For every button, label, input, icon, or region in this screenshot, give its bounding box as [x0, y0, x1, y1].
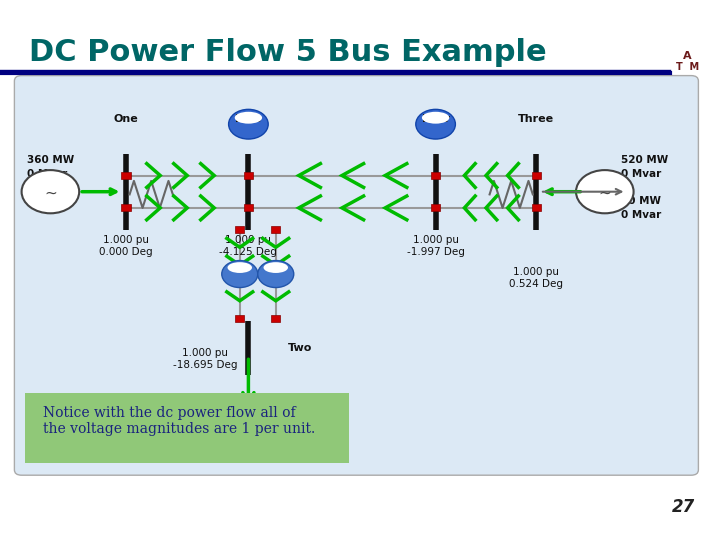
Text: 800 MW: 800 MW [259, 399, 307, 409]
Text: 360 MW: 360 MW [27, 154, 75, 165]
Bar [531, 204, 541, 211]
Text: ~: ~ [598, 185, 611, 200]
Text: 0 Mvar: 0 Mvar [27, 169, 68, 179]
Text: One: One [114, 114, 138, 124]
Bar [271, 315, 281, 322]
Text: 1.000 pu
-18.695 Deg: 1.000 pu -18.695 Deg [173, 348, 238, 370]
Text: 27: 27 [672, 498, 695, 516]
Text: Five: Five [235, 114, 261, 124]
Ellipse shape [264, 262, 288, 273]
Ellipse shape [228, 262, 252, 273]
Text: 520 MW: 520 MW [621, 154, 668, 165]
Bar [431, 172, 441, 179]
Text: 1.000 pu
0.524 Deg: 1.000 pu 0.524 Deg [510, 267, 563, 289]
Bar [243, 204, 253, 211]
Text: ~: ~ [44, 185, 57, 200]
Text: A: A [683, 51, 692, 62]
Ellipse shape [422, 112, 449, 124]
Text: Three: Three [518, 114, 554, 124]
Bar [121, 204, 131, 211]
Ellipse shape [228, 109, 268, 139]
Text: 0 Mvar: 0 Mvar [621, 169, 661, 179]
Circle shape [22, 170, 79, 213]
FancyBboxPatch shape [25, 393, 349, 463]
Bar [235, 315, 244, 322]
Bar [235, 226, 244, 233]
Text: 0 Mvar: 0 Mvar [621, 210, 661, 220]
Ellipse shape [258, 261, 294, 287]
Text: T  M: T M [676, 62, 699, 72]
Bar [271, 226, 281, 233]
Bar [531, 172, 541, 179]
Text: Notice with the dc power flow all of
the voltage magnitudes are 1 per unit.: Notice with the dc power flow all of the… [43, 406, 315, 436]
Text: 0 Mvar: 0 Mvar [259, 414, 300, 424]
Text: 1.000 pu
0.000 Deg: 1.000 pu 0.000 Deg [99, 235, 153, 256]
Circle shape [576, 170, 634, 213]
Ellipse shape [222, 261, 258, 287]
Text: 80 MW: 80 MW [621, 196, 661, 206]
Text: Four: Four [422, 114, 449, 124]
Text: DC Power Flow 5 Bus Example: DC Power Flow 5 Bus Example [29, 38, 546, 67]
Text: 1.000 pu
-4.125 Deg: 1.000 pu -4.125 Deg [220, 235, 277, 256]
Bar [243, 172, 253, 179]
Bar [121, 172, 131, 179]
Bar [431, 204, 441, 211]
Text: 1.000 pu
-1.997 Deg: 1.000 pu -1.997 Deg [407, 235, 464, 256]
Ellipse shape [416, 109, 455, 139]
Ellipse shape [235, 112, 262, 124]
FancyBboxPatch shape [14, 76, 698, 475]
Text: Two: Two [288, 343, 312, 353]
